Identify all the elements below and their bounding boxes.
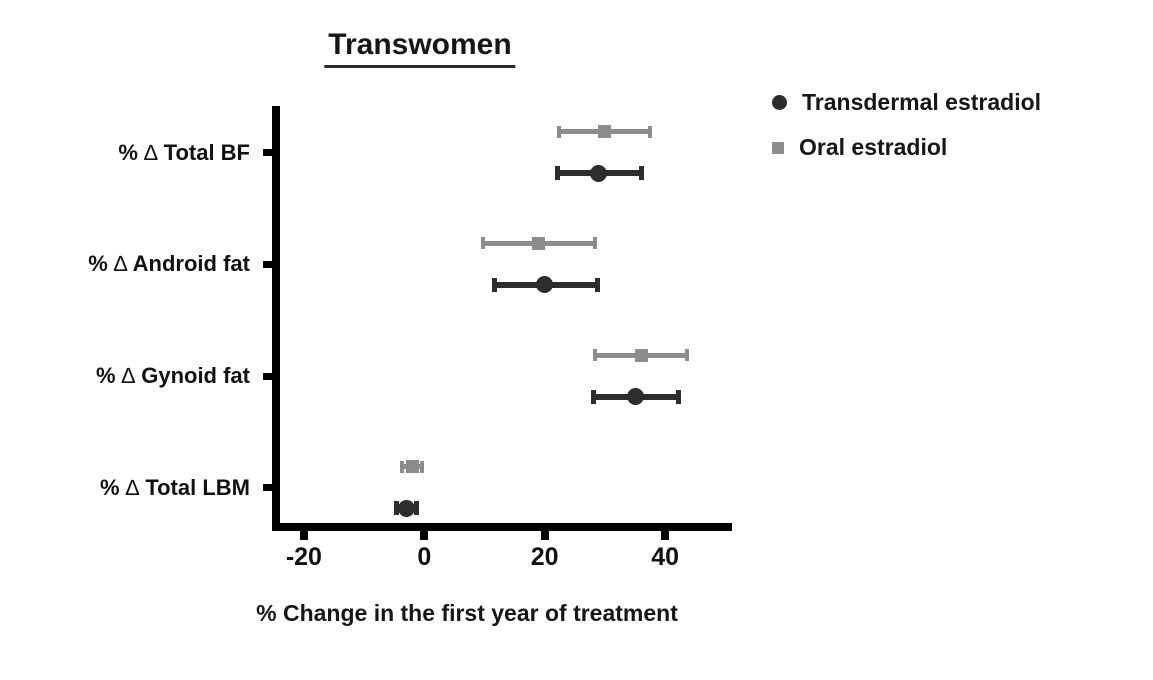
y-axis-tick — [263, 484, 272, 491]
error-bar-cap-left-oral — [400, 460, 405, 473]
x-axis-tick — [420, 531, 429, 540]
legend-label-oral: Oral estradiol — [799, 134, 948, 160]
marker-square-oral — [598, 125, 612, 139]
x-tick-label: -20 — [285, 543, 322, 571]
error-bar-cap-left-oral — [557, 125, 562, 138]
marker-circle-transdermal — [590, 164, 608, 182]
error-bar-cap-left-transdermal — [590, 389, 596, 404]
x-axis-tick — [661, 531, 670, 540]
x-tick-label: 20 — [530, 543, 559, 571]
x-axis-tick — [540, 531, 549, 540]
legend-item-oral: Oral estradiol — [772, 133, 1041, 162]
legend: Transdermal estradiol Oral estradiol — [772, 88, 1041, 162]
error-bar-cap-right-transdermal — [675, 389, 681, 404]
error-bar-cap-right-transdermal — [639, 166, 645, 181]
error-bar-cap-right-oral — [419, 460, 424, 473]
square-marker-icon — [772, 141, 784, 154]
x-axis-tick — [299, 531, 308, 540]
marker-circle-transdermal — [626, 388, 644, 406]
x-axis-title: % Change in the first year of treatment — [256, 600, 678, 626]
category-label: % ∆ Total LBM — [100, 474, 250, 500]
y-axis-tick — [263, 149, 272, 156]
error-bar-cap-right-transdermal — [413, 501, 419, 516]
x-tick-label: 0 — [417, 543, 432, 571]
error-bar-cap-right-transdermal — [595, 277, 601, 292]
delta-symbol: ∆ — [144, 139, 158, 165]
error-bar-cap-right-oral — [593, 237, 598, 250]
x-tick-label: 40 — [651, 543, 679, 571]
marker-circle-transdermal — [536, 276, 554, 294]
x-axis-line — [272, 523, 732, 531]
error-bar-cap-left-transdermal — [554, 166, 560, 181]
error-bar-cap-left-transdermal — [393, 501, 399, 516]
delta-symbol: ∆ — [113, 251, 128, 276]
legend-item-transdermal: Transdermal estradiol — [772, 88, 1041, 117]
error-bar-cap-left-oral — [481, 237, 486, 250]
delta-symbol: ∆ — [121, 363, 136, 388]
error-bar-cap-left-oral — [593, 349, 598, 362]
error-bar-cap-left-transdermal — [491, 277, 497, 292]
y-axis-tick — [263, 372, 272, 380]
chart-title: Transwomen — [324, 28, 516, 68]
marker-square-oral — [405, 460, 419, 474]
y-axis-tick — [263, 260, 272, 268]
marker-square-oral — [634, 348, 648, 362]
marker-square-oral — [532, 236, 546, 250]
category-label: % ∆ Android fat — [88, 251, 250, 276]
circle-marker-icon — [772, 95, 787, 110]
delta-symbol: ∆ — [125, 474, 140, 500]
category-label: % ∆ Gynoid fat — [95, 363, 250, 388]
category-label: % ∆ Total BF — [118, 139, 250, 165]
legend-label-transdermal: Transdermal estradiol — [802, 89, 1042, 115]
error-bar-cap-right-oral — [648, 125, 653, 138]
marker-circle-transdermal — [397, 499, 415, 517]
y-axis-line — [272, 106, 280, 531]
error-bar-cap-right-oral — [685, 349, 690, 362]
